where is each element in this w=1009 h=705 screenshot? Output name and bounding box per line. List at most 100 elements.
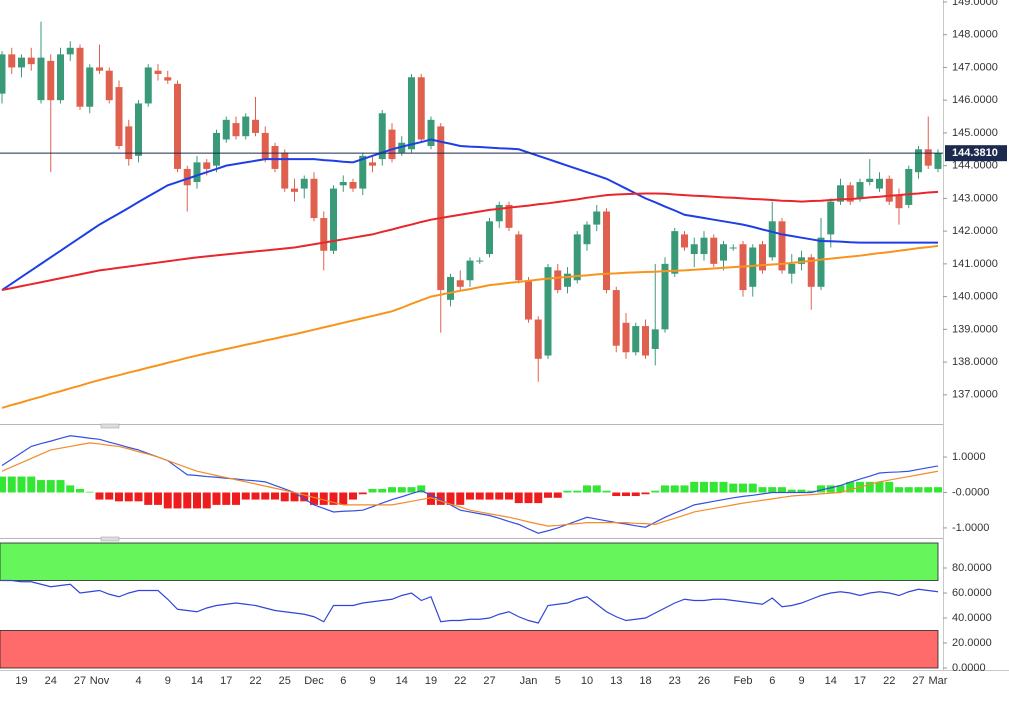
candle-body bbox=[369, 162, 376, 166]
histogram-bar bbox=[241, 492, 250, 500]
histogram-bar bbox=[310, 492, 318, 505]
candle-body bbox=[135, 103, 142, 156]
panel-frames bbox=[0, 0, 1009, 671]
histogram-bar bbox=[427, 492, 435, 505]
candle-body bbox=[915, 149, 922, 173]
candle-body bbox=[495, 204, 503, 222]
histogram-bar bbox=[329, 492, 338, 505]
histogram-bar bbox=[544, 492, 552, 498]
x-tick-label: 27 bbox=[74, 675, 86, 687]
candle-body bbox=[291, 188, 298, 192]
histogram-bar bbox=[836, 485, 845, 493]
histogram-bar bbox=[563, 490, 572, 493]
candle-body bbox=[456, 280, 464, 287]
candle-body bbox=[115, 87, 123, 147]
candle-body bbox=[885, 178, 893, 202]
candle-body bbox=[261, 132, 269, 160]
histogram-bar bbox=[17, 476, 26, 493]
candle-body bbox=[154, 70, 162, 74]
candle-body bbox=[681, 234, 688, 248]
candle-body bbox=[359, 155, 367, 189]
histogram-bar bbox=[817, 485, 825, 493]
y-tick-label: 143.0000 bbox=[952, 192, 998, 204]
candle-body bbox=[866, 178, 874, 183]
y-tick-label: 144.0000 bbox=[952, 160, 998, 172]
x-tick-label: 9 bbox=[369, 675, 375, 687]
last-price-label: 144.3810 bbox=[952, 147, 998, 159]
candle-body bbox=[876, 178, 883, 189]
x-tick-label: 10 bbox=[581, 675, 593, 687]
histogram-bar bbox=[631, 492, 640, 497]
candle-body bbox=[408, 77, 415, 150]
histogram-bar bbox=[592, 485, 601, 493]
moving-average-line bbox=[1, 190, 939, 292]
x-tick-label: 14 bbox=[396, 675, 408, 687]
histogram-bar bbox=[514, 492, 523, 504]
histogram-bar bbox=[271, 492, 279, 500]
candle-body bbox=[778, 221, 786, 271]
histogram-bar bbox=[641, 492, 650, 495]
candle-body bbox=[232, 123, 240, 137]
histogram-bar bbox=[797, 489, 806, 493]
histogram-bar bbox=[748, 483, 757, 493]
candle-body bbox=[47, 60, 55, 101]
x-tick-label: 25 bbox=[279, 675, 291, 687]
histogram-bar bbox=[436, 492, 445, 505]
y-tick-label: 141.0000 bbox=[952, 258, 998, 270]
candle-body bbox=[671, 231, 679, 274]
candle-body bbox=[378, 113, 386, 160]
histogram-bar bbox=[124, 492, 133, 502]
histogram-bar bbox=[709, 481, 718, 493]
candle-body bbox=[515, 234, 523, 281]
y-tick-label: 1.0000 bbox=[952, 451, 986, 463]
x-tick-label: 17 bbox=[220, 675, 232, 687]
histogram-bar bbox=[466, 492, 474, 500]
histogram-bar bbox=[388, 487, 396, 493]
y-tick-label: 60.0000 bbox=[952, 587, 992, 599]
x-tick-label: Feb bbox=[734, 675, 753, 687]
histogram-bar bbox=[0, 476, 6, 493]
y-tick-label: -1.0000 bbox=[952, 522, 989, 534]
x-tick-label: 6 bbox=[769, 675, 775, 687]
histogram-bar bbox=[934, 487, 942, 493]
histogram-bar bbox=[134, 492, 143, 502]
candle-body bbox=[339, 182, 347, 186]
histogram-bar bbox=[622, 492, 630, 497]
y-tick-label: 137.0000 bbox=[952, 389, 998, 401]
x-tick-label: 22 bbox=[883, 675, 895, 687]
histogram-bar bbox=[202, 492, 211, 509]
histogram-bar bbox=[739, 483, 747, 493]
x-tick-label: Mar bbox=[929, 675, 948, 687]
candle-body bbox=[661, 263, 669, 330]
x-tick-label: 13 bbox=[610, 675, 622, 687]
candle-body bbox=[934, 153, 942, 169]
x-tick-label: 27 bbox=[912, 675, 924, 687]
candle-body bbox=[905, 168, 913, 205]
x-tick-label: Dec bbox=[304, 675, 324, 687]
candle-body bbox=[252, 119, 259, 133]
x-tick-label: 24 bbox=[45, 675, 57, 687]
resize-handle[interactable] bbox=[100, 536, 120, 542]
histogram-bar bbox=[846, 481, 855, 493]
candle-body bbox=[612, 290, 620, 346]
candle-body bbox=[86, 67, 94, 107]
candle-body bbox=[827, 201, 835, 235]
zone-band bbox=[0, 630, 939, 669]
candle-body bbox=[193, 162, 201, 183]
y-tick-label: 146.0000 bbox=[952, 94, 998, 106]
candle-body bbox=[447, 276, 454, 300]
histogram-bar bbox=[339, 492, 348, 505]
histogram-bar bbox=[27, 476, 36, 493]
histogram-bar bbox=[485, 492, 494, 500]
histogram-bar bbox=[787, 489, 796, 493]
resize-handle[interactable] bbox=[100, 423, 120, 429]
candle-body bbox=[749, 247, 757, 287]
candle-body bbox=[281, 152, 289, 189]
labels-layer: 19 24 27 Nov 4 9 14 17 22 25 Dec 6 9 14 19 22 27 Jan 5 10 13… bbox=[15, 0, 1007, 687]
histogram-bar bbox=[76, 488, 84, 493]
last-price-box bbox=[945, 145, 1007, 162]
histogram-bar bbox=[154, 492, 162, 505]
histogram-bar bbox=[56, 480, 65, 493]
